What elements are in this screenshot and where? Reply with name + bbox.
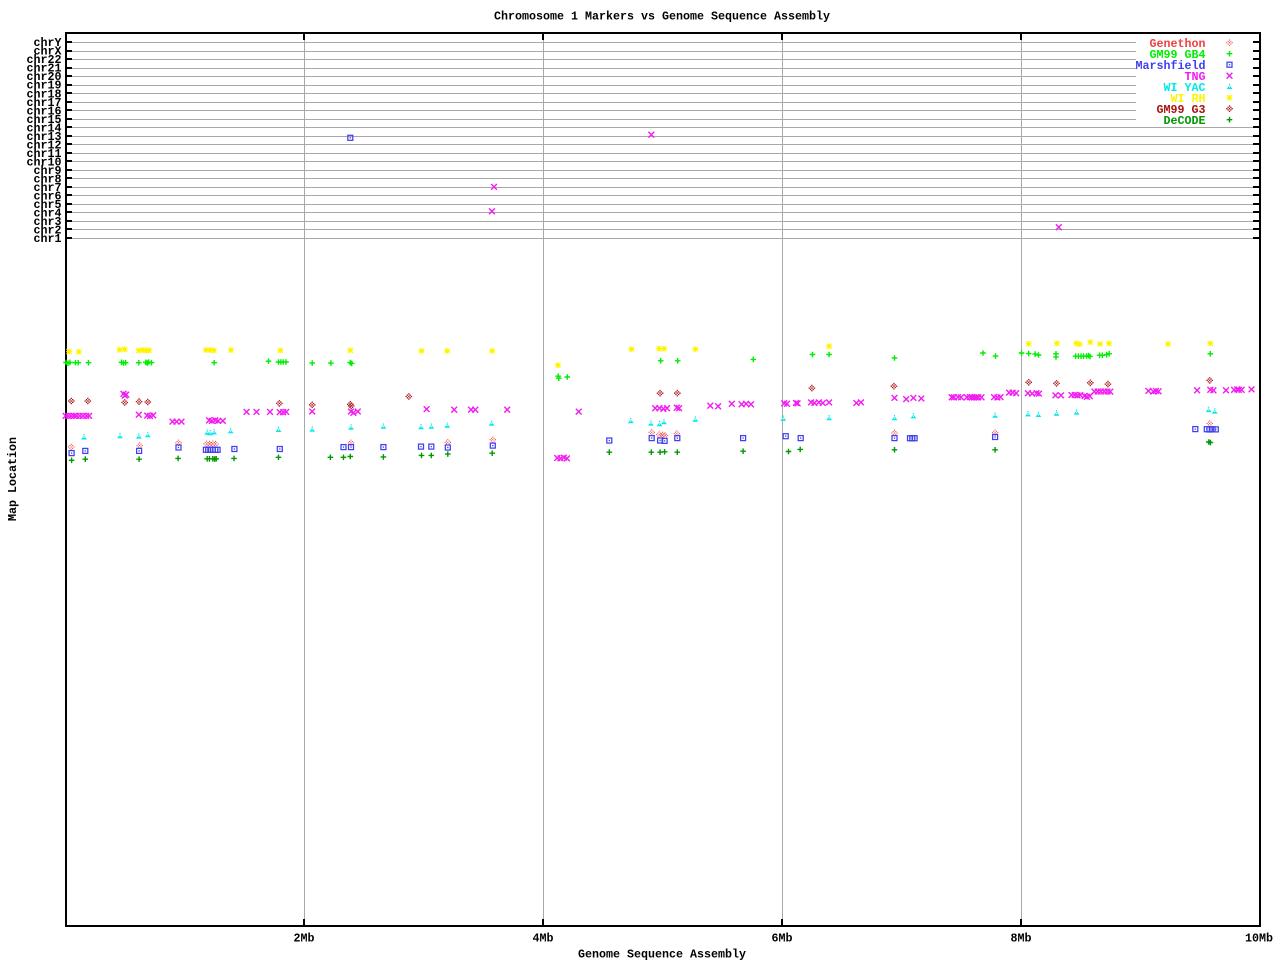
svg-text:chr11: chr11 bbox=[27, 147, 62, 161]
svg-text:4Mb: 4Mb bbox=[533, 932, 554, 946]
svg-text:chr12: chr12 bbox=[27, 138, 62, 152]
svg-text:WI RH: WI RH bbox=[1171, 92, 1206, 106]
svg-text:GM99 G3: GM99 G3 bbox=[1157, 103, 1206, 117]
svg-text:chr19: chr19 bbox=[27, 79, 62, 93]
svg-text:chr8: chr8 bbox=[34, 172, 62, 186]
svg-text:10Mb: 10Mb bbox=[1245, 932, 1273, 946]
svg-text:chr10: chr10 bbox=[27, 155, 62, 169]
svg-text:chr16: chr16 bbox=[27, 104, 62, 118]
svg-text:chr14: chr14 bbox=[27, 121, 62, 135]
svg-text:WI YAC: WI YAC bbox=[1164, 81, 1206, 95]
svg-text:chr5: chr5 bbox=[34, 198, 62, 212]
svg-text:chr7: chr7 bbox=[34, 181, 62, 195]
svg-text:Genome Sequence Assembly: Genome Sequence Assembly bbox=[578, 948, 746, 960]
svg-text:chr9: chr9 bbox=[34, 164, 62, 178]
svg-text:chr4: chr4 bbox=[34, 206, 62, 220]
svg-text:chr18: chr18 bbox=[27, 87, 62, 101]
svg-text:Marshfield: Marshfield bbox=[1136, 59, 1206, 73]
svg-text:chrY: chrY bbox=[34, 36, 62, 50]
svg-text:Genethon: Genethon bbox=[1150, 37, 1206, 51]
svg-text:chr17: chr17 bbox=[27, 96, 62, 110]
svg-text:chr6: chr6 bbox=[34, 189, 62, 203]
svg-text:chr21: chr21 bbox=[27, 62, 62, 76]
svg-text:6Mb: 6Mb bbox=[772, 932, 793, 946]
svg-text:chr20: chr20 bbox=[27, 70, 62, 84]
svg-text:Chromosome 1 Markers vs Genome: Chromosome 1 Markers vs Genome Sequence … bbox=[494, 10, 830, 24]
svg-text:2Mb: 2Mb bbox=[294, 932, 315, 946]
svg-text:chrX: chrX bbox=[34, 45, 63, 59]
svg-text:Map Location: Map Location bbox=[6, 437, 20, 521]
svg-text:chr3: chr3 bbox=[34, 215, 62, 229]
svg-text:GM99 GB4: GM99 GB4 bbox=[1150, 48, 1206, 62]
svg-text:chr1: chr1 bbox=[34, 232, 62, 246]
svg-text:chr22: chr22 bbox=[27, 53, 62, 67]
svg-text:chr15: chr15 bbox=[27, 113, 62, 127]
svg-text:chr13: chr13 bbox=[27, 130, 62, 144]
svg-text:DeCODE: DeCODE bbox=[1164, 114, 1206, 128]
svg-text:8Mb: 8Mb bbox=[1011, 932, 1032, 946]
svg-text:TNG: TNG bbox=[1185, 70, 1206, 84]
svg-text:chr2: chr2 bbox=[34, 223, 62, 237]
